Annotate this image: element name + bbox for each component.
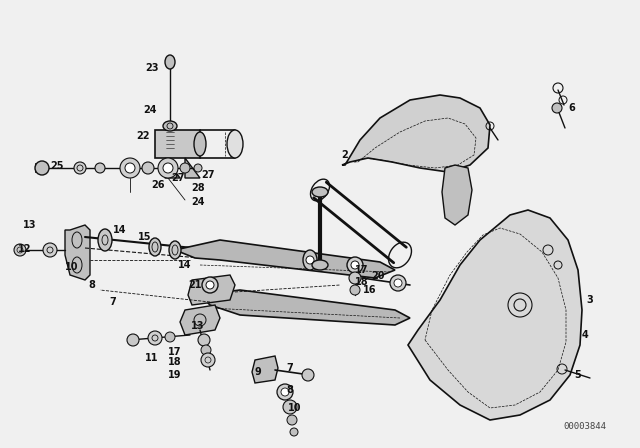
Text: 14: 14	[113, 225, 127, 235]
Circle shape	[158, 158, 178, 178]
Circle shape	[349, 272, 361, 284]
Polygon shape	[65, 225, 90, 280]
Circle shape	[390, 275, 406, 291]
Text: 15: 15	[138, 232, 152, 242]
Circle shape	[148, 331, 162, 345]
Text: 18: 18	[355, 277, 369, 287]
Text: 17: 17	[355, 265, 369, 275]
Text: 7: 7	[109, 297, 116, 307]
Ellipse shape	[163, 121, 177, 131]
Circle shape	[201, 353, 215, 367]
Text: 12: 12	[19, 244, 32, 254]
Circle shape	[35, 161, 49, 175]
Text: 6: 6	[568, 103, 575, 113]
Text: 9: 9	[255, 367, 261, 377]
Ellipse shape	[227, 130, 243, 158]
Circle shape	[201, 345, 211, 355]
Circle shape	[180, 163, 190, 173]
Circle shape	[290, 428, 298, 436]
Ellipse shape	[165, 55, 175, 69]
Text: 7: 7	[287, 363, 293, 373]
Circle shape	[283, 400, 297, 414]
Circle shape	[14, 244, 26, 256]
Text: 20: 20	[371, 271, 385, 281]
Text: 8: 8	[287, 385, 293, 395]
Polygon shape	[155, 130, 200, 158]
Polygon shape	[188, 275, 235, 305]
Text: 14: 14	[179, 260, 192, 270]
Circle shape	[142, 162, 154, 174]
Ellipse shape	[149, 238, 161, 256]
Circle shape	[508, 293, 532, 317]
Circle shape	[287, 415, 297, 425]
Text: 00003844: 00003844	[563, 422, 607, 431]
Text: 10: 10	[288, 403, 301, 413]
Ellipse shape	[169, 241, 181, 259]
Polygon shape	[342, 95, 490, 172]
Text: 11: 11	[145, 353, 159, 363]
Text: 27: 27	[172, 173, 185, 183]
Text: 13: 13	[191, 321, 205, 331]
Text: 5: 5	[575, 370, 581, 380]
Circle shape	[198, 334, 210, 346]
Text: 10: 10	[65, 262, 79, 272]
Text: 17: 17	[168, 347, 182, 357]
Text: 16: 16	[364, 285, 377, 295]
Text: 2: 2	[342, 150, 348, 160]
Circle shape	[302, 369, 314, 381]
Ellipse shape	[98, 229, 112, 251]
Polygon shape	[175, 240, 395, 278]
Circle shape	[194, 164, 202, 172]
Text: 27: 27	[201, 170, 215, 180]
Polygon shape	[408, 210, 582, 420]
Text: 23: 23	[145, 63, 159, 73]
Circle shape	[281, 388, 289, 396]
Circle shape	[125, 163, 135, 173]
Circle shape	[202, 277, 218, 293]
Circle shape	[306, 256, 314, 264]
Text: 24: 24	[191, 197, 205, 207]
Ellipse shape	[303, 250, 317, 270]
Polygon shape	[180, 305, 220, 335]
Circle shape	[350, 285, 360, 295]
Ellipse shape	[312, 187, 328, 197]
Circle shape	[351, 261, 359, 269]
Circle shape	[394, 279, 402, 287]
Text: 8: 8	[88, 280, 95, 290]
Circle shape	[347, 257, 363, 273]
Text: 3: 3	[587, 295, 593, 305]
Polygon shape	[185, 158, 200, 178]
Text: 25: 25	[51, 161, 64, 171]
Circle shape	[127, 334, 139, 346]
Text: 19: 19	[168, 370, 182, 380]
Circle shape	[206, 281, 214, 289]
Circle shape	[552, 103, 562, 113]
Ellipse shape	[194, 132, 206, 156]
Circle shape	[277, 384, 293, 400]
Polygon shape	[442, 165, 472, 225]
Polygon shape	[252, 356, 278, 383]
Polygon shape	[200, 290, 410, 325]
Text: 24: 24	[143, 105, 157, 115]
Polygon shape	[165, 158, 180, 178]
Circle shape	[74, 162, 86, 174]
Circle shape	[514, 299, 526, 311]
Text: 28: 28	[191, 183, 205, 193]
Text: 4: 4	[582, 330, 588, 340]
Text: 13: 13	[23, 220, 36, 230]
Text: 21: 21	[188, 280, 202, 290]
Circle shape	[165, 332, 175, 342]
Circle shape	[95, 163, 105, 173]
Text: 26: 26	[151, 180, 164, 190]
Circle shape	[43, 243, 57, 257]
Circle shape	[163, 163, 173, 173]
Text: 22: 22	[136, 131, 150, 141]
Text: 18: 18	[168, 357, 182, 367]
Ellipse shape	[312, 260, 328, 270]
Circle shape	[120, 158, 140, 178]
